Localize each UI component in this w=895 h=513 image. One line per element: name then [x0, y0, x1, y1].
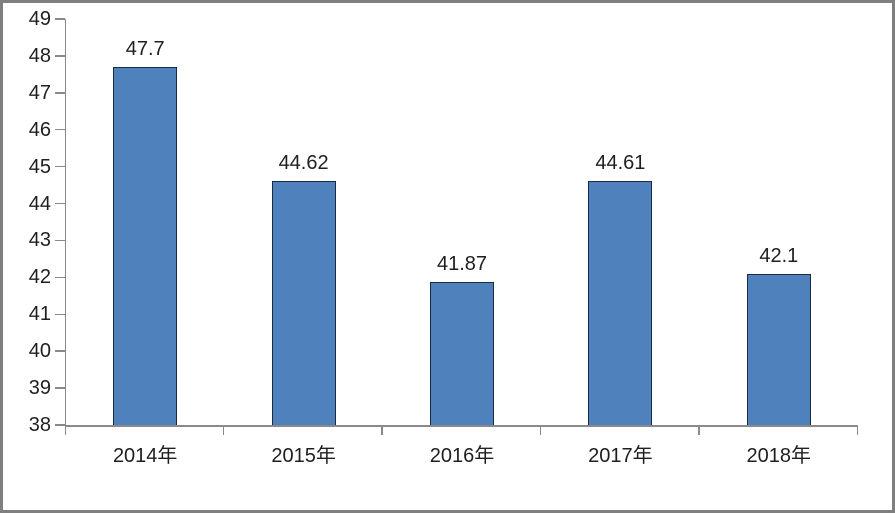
- bar-value-label: 44.61: [595, 152, 646, 175]
- bar-value-label: 47.7: [125, 37, 165, 60]
- x-axis-tick: [64, 426, 66, 435]
- y-axis-tick: [54, 387, 65, 389]
- x-axis-line: [64, 425, 858, 427]
- bar-chart-plot-area: 38 39 40 41 42 43 44 45 46 47 48 49 47.7 2014年 44.62 20…: [3, 3, 892, 510]
- x-axis-tick: [539, 426, 542, 435]
- y-axis-tick: [54, 55, 65, 57]
- bar-2016年: [430, 282, 494, 425]
- y-axis-line: [64, 19, 66, 425]
- x-axis-category-label: 2014年: [112, 445, 178, 467]
- y-axis-tick-label: 43: [28, 229, 51, 252]
- bar-2017年: [588, 181, 653, 425]
- y-axis-tick-label: 40: [28, 340, 51, 363]
- x-axis-tick: [222, 426, 225, 435]
- x-axis-category-label: 2016年: [429, 445, 495, 467]
- y-axis-tick: [54, 18, 65, 20]
- y-axis-tick-label: 47: [28, 81, 51, 104]
- y-axis-tick: [54, 424, 65, 426]
- y-axis-tick: [54, 276, 65, 279]
- y-axis-tick-label: 49: [28, 8, 51, 30]
- y-axis-tick: [54, 313, 65, 316]
- y-axis-tick-label: 38: [28, 414, 51, 436]
- bar-2015年: [271, 180, 336, 425]
- x-axis-category-label: 2017年: [588, 445, 653, 467]
- y-axis-tick: [54, 92, 65, 94]
- y-axis-tick-label: 45: [28, 155, 51, 178]
- y-axis-tick-label: 48: [28, 44, 51, 67]
- x-axis-tick: [698, 426, 700, 435]
- y-axis-tick: [54, 202, 65, 205]
- bar-2018年: [746, 273, 811, 425]
- y-axis-tick-label: 41: [28, 303, 51, 326]
- y-axis-tick: [54, 350, 65, 352]
- bar-value-label: 41.87: [436, 253, 488, 276]
- bar-value-label: 42.1: [759, 244, 799, 267]
- x-axis-category-label: 2018年: [746, 445, 812, 467]
- y-axis-tick: [54, 165, 65, 168]
- x-axis-category-label: 2015年: [271, 445, 336, 467]
- y-axis-tick-label: 42: [28, 266, 51, 289]
- y-axis-tick: [54, 239, 65, 242]
- y-axis-tick-label: 46: [28, 118, 51, 141]
- bar-2014年: [113, 66, 178, 425]
- y-axis-tick-label: 44: [28, 192, 51, 215]
- y-axis-tick-label: 39: [28, 377, 51, 400]
- x-axis-tick: [381, 426, 383, 435]
- x-axis-tick: [856, 426, 858, 435]
- bar-value-label: 44.62: [278, 151, 329, 174]
- y-axis-tick: [54, 128, 65, 131]
